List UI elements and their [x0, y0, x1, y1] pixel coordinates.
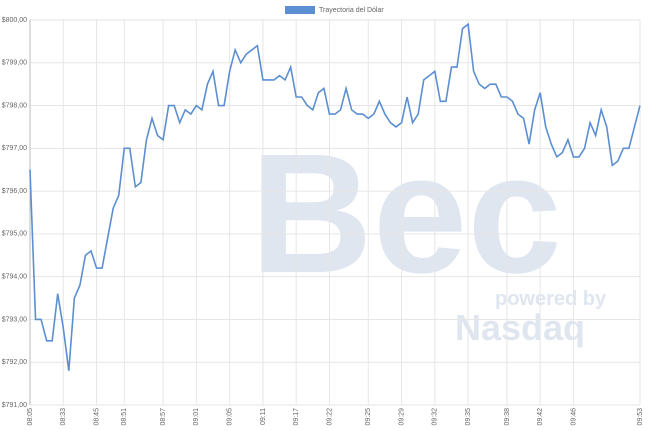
x-tick-label: 08:33 [60, 408, 67, 426]
y-tick-label: $794,00 [2, 274, 27, 281]
y-tick-label: $799,00 [2, 60, 27, 67]
watermark-tagline: powered by [495, 288, 607, 310]
y-tick-label: $800,00 [2, 17, 27, 24]
y-tick-label: $793,00 [2, 316, 27, 323]
x-tick-label: 09:46 [570, 408, 577, 426]
data-line [29, 22, 641, 371]
x-tick-label: 08:57 [160, 408, 167, 426]
x-tick-label: 09:05 [226, 408, 233, 426]
x-tick-label: 08:51 [121, 408, 128, 426]
y-tick-label: $792,00 [2, 359, 27, 366]
x-tick-label: 09:17 [293, 408, 300, 426]
x-tick-label: 09:01 [193, 408, 200, 426]
y-tick-label: $797,00 [2, 145, 27, 152]
legend-label: Trayectoria del Dólar [319, 7, 384, 14]
watermark-partner: Nasdaq [455, 307, 585, 348]
x-tick-label: 09:35 [465, 408, 472, 426]
y-tick-label: $798,00 [2, 102, 27, 109]
x-tick-label: 09:38 [504, 408, 511, 426]
y-tick-label: $796,00 [2, 188, 27, 195]
legend-swatch[interactable] [285, 6, 315, 14]
x-tick-label: 09:11 [260, 408, 267, 425]
x-tick-label: 08:45 [93, 408, 100, 426]
y-tick-label: $791,00 [2, 402, 27, 409]
x-tick-label: 09:25 [365, 408, 372, 426]
x-tick-label: 09:22 [326, 408, 333, 426]
x-tick-label: 09:32 [432, 408, 439, 426]
y-tick-label: $795,00 [2, 231, 27, 238]
x-tick-label: 09:29 [398, 408, 405, 426]
x-tick-label: 09:42 [537, 408, 544, 426]
x-tick-label: 09:53 [637, 408, 644, 426]
watermark-brand: Bec [250, 119, 562, 309]
x-tick-label: 08:05 [27, 408, 34, 426]
